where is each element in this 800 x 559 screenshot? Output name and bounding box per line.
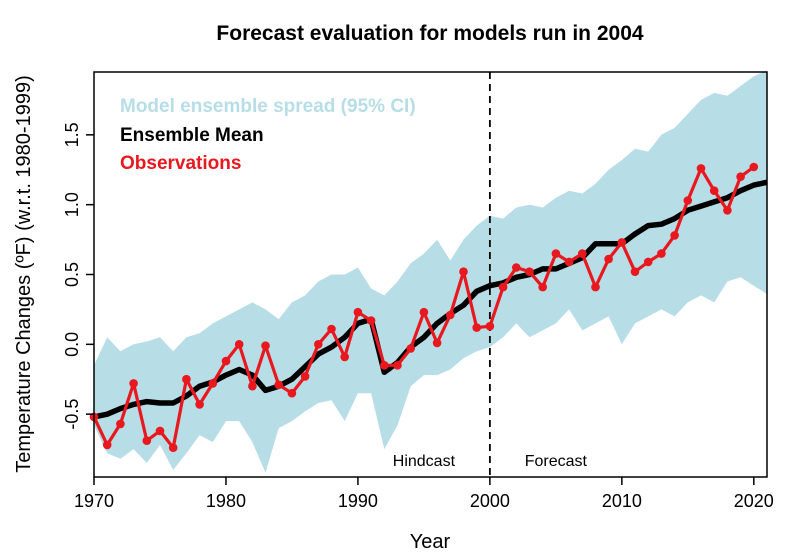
y-axis-label: Temperature Changes (ºF) (w.r.t. 1980-19… bbox=[13, 75, 35, 473]
legend-entry-observations: Observations bbox=[120, 153, 241, 174]
x-tick-label-2010: 2010 bbox=[602, 491, 642, 511]
observation-point-2004 bbox=[538, 282, 547, 292]
x-tick-label-1970: 1970 bbox=[74, 491, 114, 511]
observation-point-2008 bbox=[591, 282, 600, 292]
y-tick-label-0.5: 0.5 bbox=[62, 262, 82, 287]
observation-point-2009 bbox=[604, 254, 613, 264]
observation-point-2001 bbox=[498, 282, 508, 292]
observation-point-1989 bbox=[340, 352, 350, 362]
observation-point-1987 bbox=[314, 340, 323, 349]
observation-point-2020 bbox=[749, 162, 759, 172]
x-tick-label-1980: 1980 bbox=[206, 491, 246, 511]
legend-entry-spread: Model ensemble spread (95% CI) bbox=[120, 96, 416, 117]
x-tick-label-1990: 1990 bbox=[338, 491, 378, 511]
observation-point-2003 bbox=[525, 267, 534, 277]
observation-point-2012 bbox=[643, 257, 653, 267]
ensemble-spread-band bbox=[94, 70, 767, 473]
observation-point-1999 bbox=[472, 323, 482, 332]
observation-point-1978 bbox=[195, 400, 204, 409]
y-tick-label-0.0: 0.0 bbox=[62, 332, 82, 357]
observation-point-1979 bbox=[208, 379, 218, 388]
y-tick-label-1.0: 1.0 bbox=[62, 192, 82, 217]
observation-point-2013 bbox=[657, 249, 666, 258]
observation-point-2007 bbox=[578, 249, 587, 258]
x-axis-ticks: 1970 1980 1990 2000 2010 2020 bbox=[74, 477, 774, 511]
observation-point-1996 bbox=[432, 338, 442, 348]
y-tick-label--0.5: -0.5 bbox=[62, 399, 82, 430]
observation-point-1988 bbox=[327, 324, 336, 334]
forecast-label: Forecast bbox=[525, 453, 588, 470]
observation-point-2014 bbox=[670, 231, 679, 240]
observation-point-1982 bbox=[248, 381, 257, 391]
plot-area bbox=[89, 70, 768, 478]
observation-point-1984 bbox=[274, 380, 284, 390]
observation-point-1973 bbox=[129, 379, 138, 388]
observation-point-1975 bbox=[155, 426, 165, 436]
observation-point-1998 bbox=[459, 267, 468, 277]
observation-point-1985 bbox=[287, 388, 297, 398]
observation-point-1990 bbox=[353, 307, 363, 317]
observation-point-1971 bbox=[102, 440, 112, 450]
observation-point-1972 bbox=[116, 419, 125, 429]
y-axis-ticks: -0.5 0.0 0.5 1.0 1.5 bbox=[62, 122, 94, 430]
y-tick-label-1.5: 1.5 bbox=[62, 122, 82, 147]
observation-point-2018 bbox=[723, 206, 732, 215]
observation-point-1995 bbox=[419, 307, 429, 317]
observation-point-1981 bbox=[234, 340, 244, 349]
observation-point-1997 bbox=[446, 310, 455, 320]
observation-point-1991 bbox=[366, 316, 376, 325]
observation-point-2006 bbox=[564, 257, 574, 267]
observation-point-2011 bbox=[630, 267, 640, 277]
observation-point-2017 bbox=[709, 186, 719, 195]
observation-point-2000 bbox=[485, 321, 495, 331]
observation-point-1994 bbox=[406, 344, 416, 353]
observation-point-2016 bbox=[696, 164, 706, 173]
observation-points bbox=[89, 162, 759, 453]
observation-point-2005 bbox=[551, 249, 561, 258]
observation-point-1986 bbox=[300, 372, 310, 381]
observation-point-2010 bbox=[617, 238, 627, 247]
observation-point-2015 bbox=[683, 196, 693, 205]
legend: Model ensemble spread (95% CI) Ensemble … bbox=[120, 96, 416, 174]
x-tick-label-2020: 2020 bbox=[734, 491, 774, 511]
observation-point-1992 bbox=[380, 361, 389, 370]
observation-point-1980 bbox=[221, 356, 231, 366]
x-tick-label-2000: 2000 bbox=[470, 491, 510, 511]
chart-title: Forecast evaluation for models run in 20… bbox=[216, 22, 643, 45]
observation-point-1993 bbox=[393, 361, 402, 370]
legend-entry-mean: Ensemble Mean bbox=[120, 125, 264, 146]
hindcast-label: Hindcast bbox=[393, 453, 456, 470]
observation-point-2002 bbox=[512, 263, 521, 272]
observation-point-1977 bbox=[182, 374, 191, 384]
observation-point-2019 bbox=[736, 172, 745, 181]
observation-point-1974 bbox=[142, 436, 152, 446]
observation-point-1976 bbox=[168, 443, 178, 453]
observation-point-1983 bbox=[261, 341, 270, 351]
x-axis-label: Year bbox=[410, 531, 451, 553]
